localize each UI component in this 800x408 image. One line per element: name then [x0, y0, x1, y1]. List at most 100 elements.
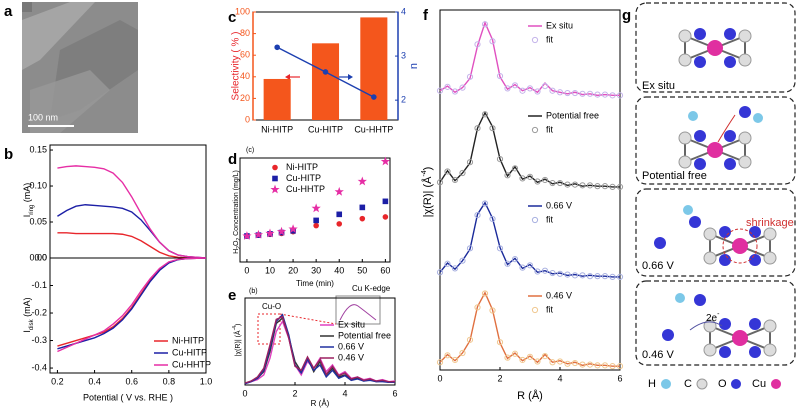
x-tick-label: 60	[380, 265, 390, 275]
y2-tick-label: 3	[401, 50, 406, 60]
fit-point	[504, 354, 511, 361]
fit-point	[556, 270, 564, 277]
fit-point	[444, 83, 451, 90]
fit-point	[564, 360, 571, 367]
fit-point	[474, 211, 481, 219]
label-part: -	[717, 311, 720, 318]
legend-marker	[272, 164, 278, 171]
y-tick-label: 0.15	[29, 144, 47, 154]
fit-point	[466, 245, 474, 252]
plot-frame	[49, 144, 207, 259]
legend-label: Ex situ	[338, 319, 365, 329]
fit-point	[579, 272, 586, 279]
fit-point	[579, 361, 586, 368]
fit-point	[451, 356, 459, 364]
data-point	[313, 222, 319, 229]
fit-point	[519, 175, 526, 182]
fit-point	[556, 358, 564, 365]
fit-point	[594, 273, 601, 280]
annotation: Cu-O	[262, 302, 281, 311]
fit-point	[586, 90, 594, 97]
series-line	[57, 232, 206, 259]
fit-point	[459, 349, 466, 357]
legend-label: Cu-HITP	[172, 347, 207, 357]
x-tick-label: 0	[242, 388, 247, 398]
panel-label: d	[228, 151, 237, 168]
data-point	[382, 214, 389, 220]
fit-point	[556, 179, 564, 187]
label-part: Concentration (mg/L)	[233, 170, 240, 238]
fit-point	[451, 265, 459, 272]
fit-point	[549, 179, 556, 187]
x-axis-label: Potential ( V vs. RHE )	[83, 392, 173, 402]
fit-point	[609, 183, 616, 191]
panel-label: f	[423, 7, 429, 24]
label-part: )	[422, 167, 434, 171]
atom	[675, 293, 685, 303]
legend-label: Cu-HHTP	[286, 184, 325, 194]
x-tick-label: Cu-HITP	[308, 124, 343, 134]
fit-point	[496, 245, 504, 252]
label-part: |χ(R)| (Å	[233, 330, 242, 356]
legend-marker	[731, 379, 741, 389]
fit-point	[519, 87, 526, 94]
bar	[263, 78, 291, 120]
y-tick-label: 60	[240, 50, 250, 60]
y-tick-label: 40	[240, 71, 250, 81]
fit-point	[511, 82, 519, 89]
fit-point	[616, 363, 624, 370]
x-tick-label: 30	[311, 265, 321, 275]
fit-point	[601, 273, 609, 280]
fit-point	[601, 183, 609, 190]
legend-marker	[696, 378, 708, 390]
fit-point	[571, 359, 579, 367]
fit-point	[541, 176, 549, 184]
fit-point	[519, 264, 526, 271]
corner	[22, 2, 32, 12]
x-tick-label: 10	[265, 265, 275, 275]
data-point	[380, 156, 391, 166]
atom	[654, 237, 666, 249]
fit-point	[609, 92, 616, 99]
fit-point	[564, 181, 571, 188]
y-axis-label: |χ(R)| (Å-4)	[421, 167, 434, 218]
fit-point	[466, 336, 474, 343]
fit-point	[459, 257, 466, 264]
fit-point	[489, 307, 496, 314]
annotation: Cu K-edge	[352, 284, 391, 293]
fit-point	[481, 111, 489, 118]
y-tick-label: -0.4	[31, 362, 47, 372]
fit-point	[526, 85, 534, 92]
x-tick-label: 0	[244, 265, 249, 275]
legend-label: Ni-HITP	[172, 335, 204, 345]
atom	[683, 205, 693, 215]
data-point	[382, 198, 389, 205]
legend-label: fit	[546, 304, 554, 314]
fit-point	[496, 155, 504, 163]
legend-label: 0.46 V	[338, 352, 364, 362]
fit-point	[534, 178, 541, 185]
legend-label: H	[648, 378, 656, 390]
x-tick-label: 4	[342, 388, 347, 398]
panel-label: e	[228, 287, 236, 304]
legend-label: fit	[546, 124, 554, 134]
label-part: disk	[29, 318, 35, 330]
fit-point	[481, 290, 489, 297]
fit-point	[451, 88, 459, 95]
series-line	[244, 313, 395, 385]
state-box	[635, 280, 796, 366]
series-line	[439, 291, 620, 367]
fit-point	[489, 215, 496, 223]
x-tick-label: 4	[557, 373, 562, 383]
label-part: 2e	[706, 313, 718, 324]
fit-point	[444, 168, 451, 175]
y-tick-label: -0.2	[31, 307, 47, 317]
label-part: ring	[29, 205, 35, 215]
fit-point	[526, 353, 534, 360]
fit-point	[534, 88, 541, 95]
legend-marker	[272, 175, 278, 182]
annotation: 2e-	[706, 311, 720, 323]
plot-frame	[244, 297, 396, 386]
y-axis-label: |χ(R)| (Å-4)	[232, 324, 242, 357]
state-label: Potential free	[642, 170, 707, 182]
